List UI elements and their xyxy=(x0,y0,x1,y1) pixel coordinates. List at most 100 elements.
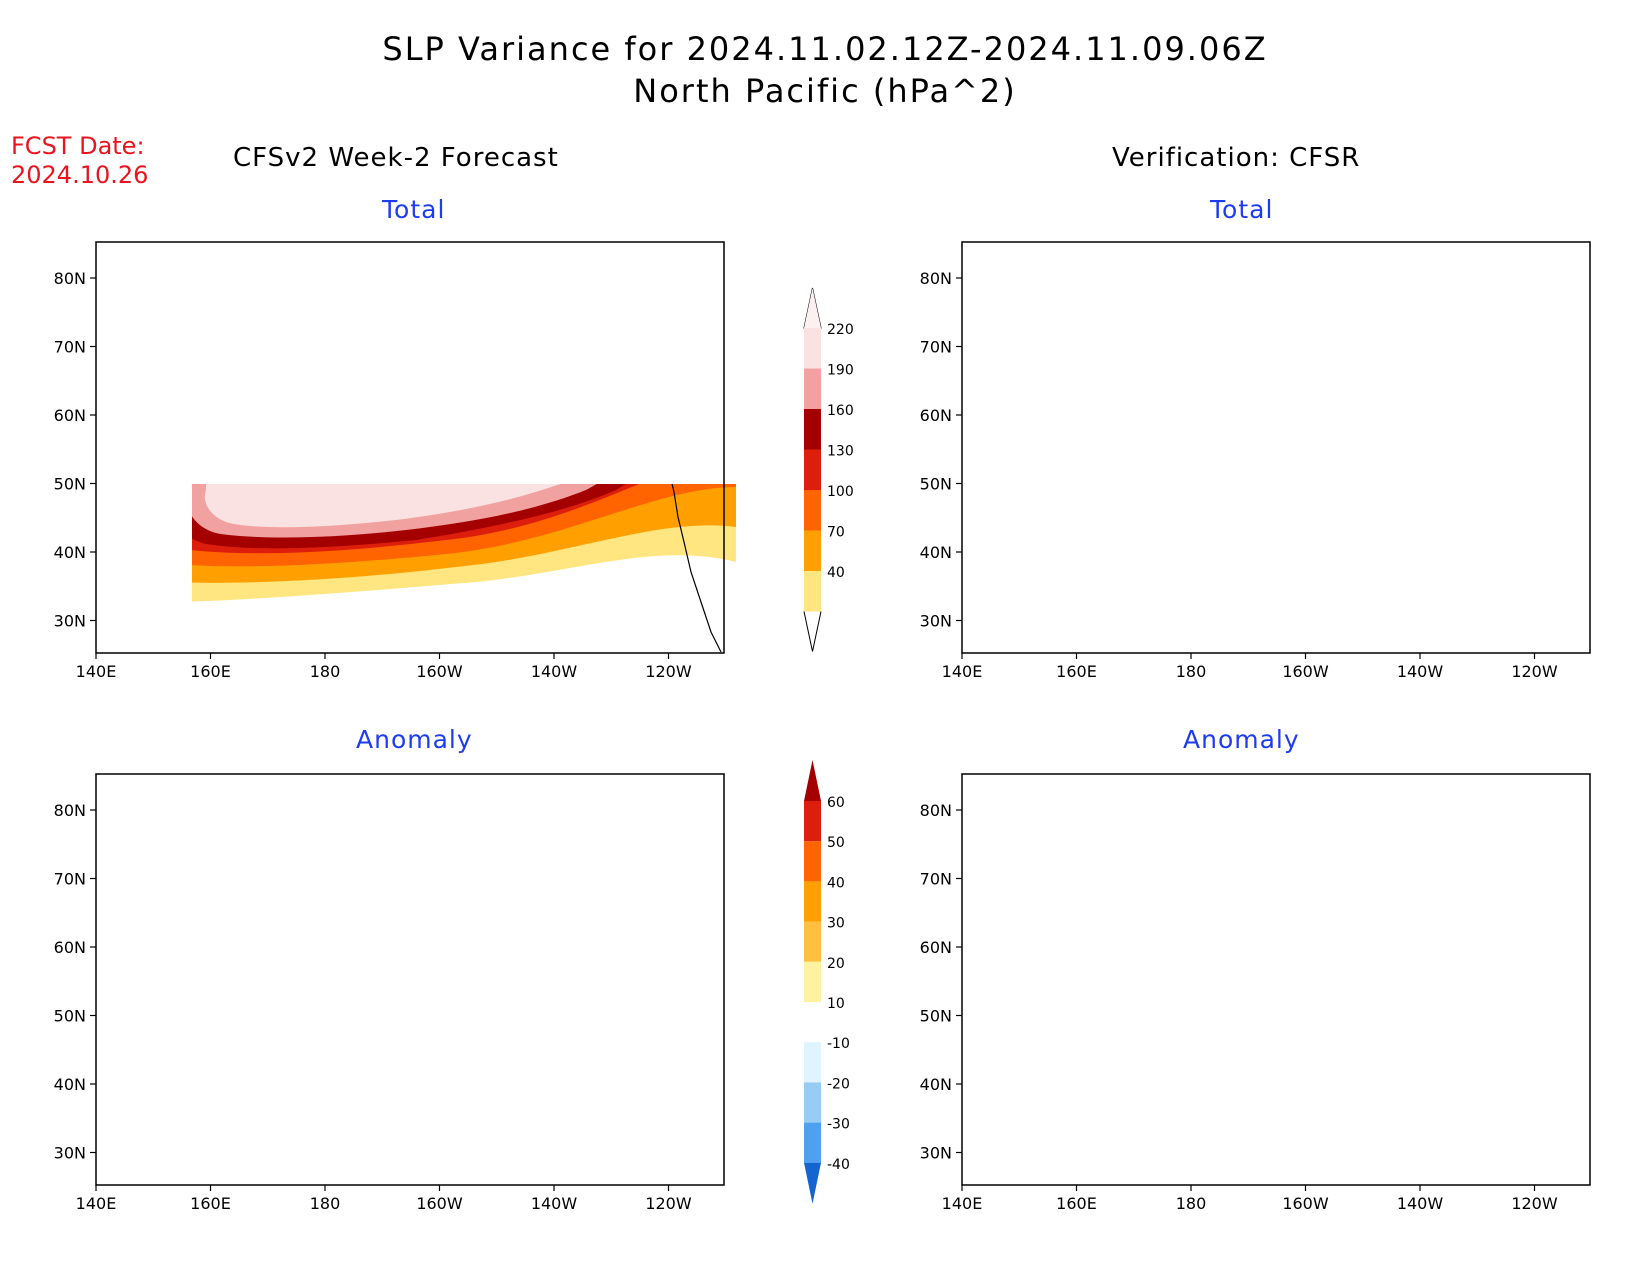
lat-tick-label: 70N xyxy=(54,338,86,357)
lat-tick-label: 50N xyxy=(54,1007,86,1026)
lon-tick-label: 180 xyxy=(310,662,341,681)
subtitle-top-right: Total xyxy=(1210,195,1274,224)
colorbar-tick-label: 160 xyxy=(827,403,854,419)
colorbar-swatch xyxy=(804,841,821,882)
colorbar-swatch xyxy=(804,368,821,409)
lon-tick-label: 140E xyxy=(942,662,983,681)
lon-tick-label: 160E xyxy=(190,662,231,681)
colorbar-tick-label: 100 xyxy=(827,484,854,500)
lon-tick-label: 160E xyxy=(1056,662,1097,681)
lat-tick-label: 50N xyxy=(920,475,952,494)
colorbar-swatch xyxy=(804,571,821,612)
lat-tick-label: 40N xyxy=(54,543,86,562)
colorbar-swatch xyxy=(804,530,821,571)
colorbar-tick-label: 60 xyxy=(827,795,845,811)
subtitle-top-left: Total xyxy=(382,195,446,224)
colorbar-tick-label: 190 xyxy=(827,363,854,379)
lat-tick-label: 40N xyxy=(920,1075,952,1094)
lon-tick-label: 120W xyxy=(1511,662,1558,681)
lon-tick-label: 160W xyxy=(1282,662,1329,681)
colorbar-swatch xyxy=(804,328,821,369)
colorbar-swatch xyxy=(804,1122,821,1163)
lon-tick-label: 140W xyxy=(1397,662,1444,681)
colorbar-top-arrow-fill xyxy=(804,288,821,328)
colorbar-tick-label: -40 xyxy=(827,1157,850,1173)
lat-tick-label: 70N xyxy=(920,870,952,889)
lat-tick-label: 40N xyxy=(920,543,952,562)
lat-tick-label: 80N xyxy=(54,269,86,288)
subtitle-bottom-left: Anomaly xyxy=(356,725,473,754)
lon-tick-label: 140W xyxy=(531,662,578,681)
colorbar-tick-label: 30 xyxy=(827,916,845,932)
colorbar-tick-label: 10 xyxy=(827,996,845,1012)
colorbar-tick-label: 40 xyxy=(827,875,845,891)
map-panel-forecast-anomaly xyxy=(95,773,725,1186)
colorbar-tick-label: -30 xyxy=(827,1117,850,1133)
colorbar-bottom-arrow xyxy=(803,611,822,652)
lon-tick-label: 160W xyxy=(416,662,463,681)
fcst-label: FCST Date: xyxy=(11,132,145,160)
lat-tick-label: 50N xyxy=(54,475,86,494)
lon-tick-label: 120W xyxy=(645,1194,692,1213)
colorbar-tick-label: 50 xyxy=(827,835,845,851)
lat-tick-label: 60N xyxy=(920,406,952,425)
map-panel-verification-anomaly xyxy=(961,773,1591,1186)
colorbar-bottom-arrow xyxy=(804,1162,821,1204)
lon-tick-label: 140W xyxy=(1397,1194,1444,1213)
lat-tick-label: 80N xyxy=(920,801,952,820)
colorbar-tick-label: 20 xyxy=(827,956,845,972)
lon-tick-label: 140E xyxy=(942,1194,983,1213)
lon-tick-label: 120W xyxy=(1511,1194,1558,1213)
colorbar-tick-label: 130 xyxy=(827,444,854,460)
title-line-2: North Pacific (hPa^2) xyxy=(633,72,1017,110)
colorbar-anomaly: 60 50 40 30 20 10 -10 -20 -30 -40 xyxy=(804,760,850,1204)
lon-tick-label: 140E xyxy=(76,662,117,681)
colorbar-swatch xyxy=(804,490,821,531)
lon-tick-label: 160E xyxy=(1056,1194,1097,1213)
lat-tick-label: 60N xyxy=(54,938,86,957)
right-column-title: Verification: CFSR xyxy=(1112,143,1361,173)
lat-tick-label: 30N xyxy=(54,1144,86,1163)
lat-tick-label: 60N xyxy=(920,938,952,957)
colorbar-swatch xyxy=(804,961,821,1002)
colorbar-swatch xyxy=(804,1042,821,1083)
colorbar-total: 220 190 160 130 100 70 40 xyxy=(803,287,854,652)
colorbar-swatch xyxy=(804,449,821,490)
colorbar-swatch xyxy=(804,801,821,842)
lat-tick-label: 50N xyxy=(920,1007,952,1026)
colorbar-tick-label: -20 xyxy=(827,1076,850,1092)
lat-tick-label: 80N xyxy=(54,801,86,820)
colorbar-swatch xyxy=(804,409,821,450)
lon-tick-label: 160E xyxy=(190,1194,231,1213)
lat-tick-label: 30N xyxy=(920,612,952,631)
title-line-1: SLP Variance for 2024.11.02.12Z-2024.11.… xyxy=(382,30,1268,68)
colorbar-tick-label: 220 xyxy=(827,322,854,338)
map-panel-forecast-total xyxy=(95,241,736,654)
map-panel-verification-total xyxy=(961,241,1591,654)
lat-tick-label: 30N xyxy=(920,1144,952,1163)
colorbar-top-arrow xyxy=(804,760,821,801)
lat-tick-label: 40N xyxy=(54,1075,86,1094)
colorbar-swatch xyxy=(804,881,821,922)
colorbar-swatch xyxy=(804,1002,821,1043)
colorbar-swatch xyxy=(804,1082,821,1123)
colorbar-swatch xyxy=(804,921,821,962)
lat-tick-label: 80N xyxy=(920,269,952,288)
lon-tick-label: 160W xyxy=(416,1194,463,1213)
colorbar-tick-label: -10 xyxy=(827,1036,850,1052)
lon-tick-label: 180 xyxy=(1176,1194,1207,1213)
lat-tick-label: 30N xyxy=(54,612,86,631)
lat-tick-label: 70N xyxy=(920,338,952,357)
lat-tick-label: 60N xyxy=(54,406,86,425)
lat-tick-label: 70N xyxy=(54,870,86,889)
subtitle-bottom-right: Anomaly xyxy=(1183,725,1300,754)
lon-tick-label: 160W xyxy=(1282,1194,1329,1213)
colorbar-tick-label: 70 xyxy=(827,525,845,541)
lon-tick-label: 140W xyxy=(531,1194,578,1213)
lon-tick-label: 140E xyxy=(76,1194,117,1213)
fcst-date: 2024.10.26 xyxy=(11,161,149,189)
colorbar-tick-label: 40 xyxy=(827,565,845,581)
lon-tick-label: 180 xyxy=(310,1194,341,1213)
left-column-title: CFSv2 Week-2 Forecast xyxy=(233,143,559,173)
